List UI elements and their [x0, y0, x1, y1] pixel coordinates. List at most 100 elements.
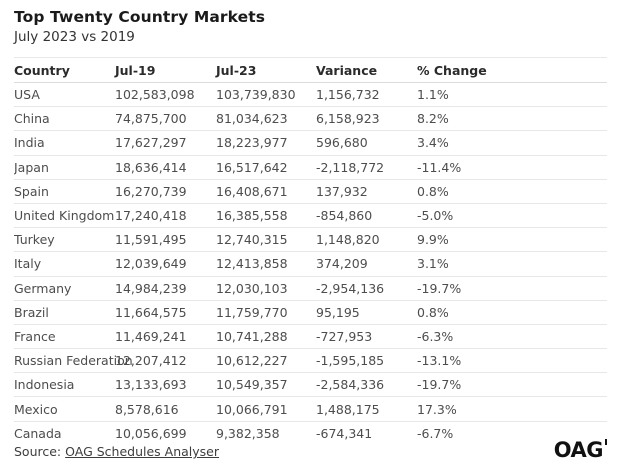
- value-cell: 16,517,642: [216, 159, 288, 175]
- column-header: Variance: [316, 62, 378, 78]
- table-row: India 17,627,297 18,223,977 596,680 3.4%: [14, 131, 607, 156]
- value-cell: 9.9%: [417, 232, 449, 248]
- value-cell: 10,056,699: [115, 425, 187, 440]
- country-cell: Italy: [14, 256, 42, 272]
- value-cell: -6.3%: [417, 328, 454, 344]
- column-header: Jul-23: [216, 62, 257, 78]
- value-cell: 17,627,297: [115, 135, 187, 151]
- oag-logo: OAG: [554, 438, 607, 462]
- column-header: % Change: [417, 62, 487, 78]
- country-cell: Indonesia: [14, 377, 75, 393]
- value-cell: 11,591,495: [115, 232, 187, 248]
- value-cell: -5.0%: [417, 208, 454, 224]
- source-link[interactable]: OAG Schedules Analyser: [65, 444, 220, 459]
- value-cell: -727,953: [316, 328, 373, 344]
- table-row: Indonesia 13,133,693 10,549,357 -2,584,336 -…: [14, 373, 607, 398]
- country-cell: Canada: [14, 425, 62, 440]
- table-row: Spain 16,270,739 16,408,671 137,932 0.8%: [14, 180, 607, 204]
- value-cell: 8,578,616: [115, 401, 179, 417]
- table-header-row: Country Jul-19 Jul-23 Variance % Change: [14, 57, 607, 83]
- value-cell: 18,223,977: [216, 135, 288, 151]
- column-header: Jul-19: [115, 62, 156, 78]
- country-cell: USA: [14, 87, 40, 103]
- country-cell: Brazil: [14, 304, 49, 320]
- value-cell: 13,133,693: [115, 377, 187, 393]
- oag-logo-text: OAG: [553, 438, 604, 462]
- value-cell: -854,860: [316, 208, 373, 224]
- value-cell: 18,636,414: [115, 159, 187, 175]
- value-cell: 81,034,623: [216, 111, 288, 127]
- table-row: China 74,875,700 81,034,623 6,158,923 8.2%: [14, 107, 607, 132]
- table-row: Italy 12,039,649 12,413,858 374,209 3.1%: [14, 252, 607, 277]
- value-cell: 10,066,791: [216, 401, 288, 417]
- page-subtitle: July 2023 vs 2019: [14, 29, 135, 45]
- table-row: Turkey 11,591,495 12,740,315 1,148,820 9.9%: [14, 228, 607, 253]
- column-header: Country: [14, 62, 70, 78]
- value-cell: 16,408,671: [216, 183, 288, 199]
- source-note: Source: OAG Schedules Analyser: [14, 444, 219, 459]
- value-cell: -2,584,336: [316, 377, 385, 393]
- value-cell: 1.1%: [417, 87, 449, 103]
- country-cell: Japan: [14, 159, 49, 175]
- value-cell: -2,118,772: [316, 159, 385, 175]
- value-cell: -19.7%: [417, 377, 462, 393]
- value-cell: 11,664,575: [115, 304, 187, 320]
- country-cell: China: [14, 111, 50, 127]
- value-cell: 17.3%: [417, 401, 457, 417]
- value-cell: 14,984,239: [115, 280, 187, 296]
- value-cell: 8.2%: [417, 111, 449, 127]
- value-cell: 6,158,923: [316, 111, 380, 127]
- value-cell: -1,595,185: [316, 353, 385, 369]
- value-cell: 11,759,770: [216, 304, 288, 320]
- table-row: Mexico 8,578,616 10,066,791 1,488,175 17.3%: [14, 397, 607, 422]
- value-cell: 12,413,858: [216, 256, 288, 272]
- value-cell: -674,341: [316, 425, 373, 440]
- country-cell: France: [14, 328, 56, 344]
- country-cell: Mexico: [14, 401, 58, 417]
- value-cell: 0.8%: [417, 183, 449, 199]
- value-cell: 3.1%: [417, 256, 449, 272]
- value-cell: -2,954,136: [316, 280, 385, 296]
- value-cell: 3.4%: [417, 135, 449, 151]
- value-cell: 9,382,358: [216, 425, 280, 440]
- value-cell: 11,469,241: [115, 328, 187, 344]
- table-row: Canada 10,056,699 9,382,358 -674,341 -6.7%: [14, 422, 607, 440]
- country-markets-table: Country Jul-19 Jul-23 Variance % Change USA 1…: [14, 57, 607, 440]
- country-cell: Russian Federation: [14, 353, 133, 369]
- value-cell: 16,385,558: [216, 208, 288, 224]
- country-cell: India: [14, 135, 45, 151]
- value-cell: -13.1%: [417, 353, 462, 369]
- oag-logo-tick-icon: [604, 439, 607, 445]
- value-cell: 16,270,739: [115, 183, 187, 199]
- table-row: Japan 18,636,414 16,517,642 -2,118,772 -11.4…: [14, 156, 607, 180]
- value-cell: 10,612,227: [216, 353, 288, 369]
- value-cell: 12,039,649: [115, 256, 187, 272]
- value-cell: 103,739,830: [216, 87, 296, 103]
- page-title: Top Twenty Country Markets: [14, 8, 266, 26]
- value-cell: 1,148,820: [316, 232, 380, 248]
- value-cell: 1,488,175: [316, 401, 380, 417]
- value-cell: 12,207,412: [115, 353, 187, 369]
- table-row: Russian Federation 12,207,412 10,612,227 -1…: [14, 349, 607, 374]
- value-cell: -6.7%: [417, 425, 454, 440]
- country-cell: Germany: [14, 280, 72, 296]
- table-row: Germany 14,984,239 12,030,103 -2,954,136 -19…: [14, 277, 607, 301]
- value-cell: -19.7%: [417, 280, 462, 296]
- value-cell: 0.8%: [417, 304, 449, 320]
- table-row: France 11,469,241 10,741,288 -727,953 -6.3%: [14, 325, 607, 350]
- table-row: USA 102,583,098 103,739,830 1,156,732 1.1%: [14, 83, 607, 108]
- value-cell: 102,583,098: [115, 87, 195, 103]
- value-cell: 596,680: [316, 135, 368, 151]
- country-cell: Turkey: [14, 232, 55, 248]
- value-cell: 374,209: [316, 256, 368, 272]
- value-cell: 17,240,418: [115, 208, 187, 224]
- table-row: Brazil 11,664,575 11,759,770 95,195 0.8%: [14, 301, 607, 325]
- value-cell: 95,195: [316, 304, 360, 320]
- country-cell: Spain: [14, 183, 49, 199]
- value-cell: 12,740,315: [216, 232, 288, 248]
- value-cell: 12,030,103: [216, 280, 288, 296]
- country-cell: United Kingdom: [14, 208, 115, 224]
- value-cell: 74,875,700: [115, 111, 187, 127]
- value-cell: 1,156,732: [316, 87, 380, 103]
